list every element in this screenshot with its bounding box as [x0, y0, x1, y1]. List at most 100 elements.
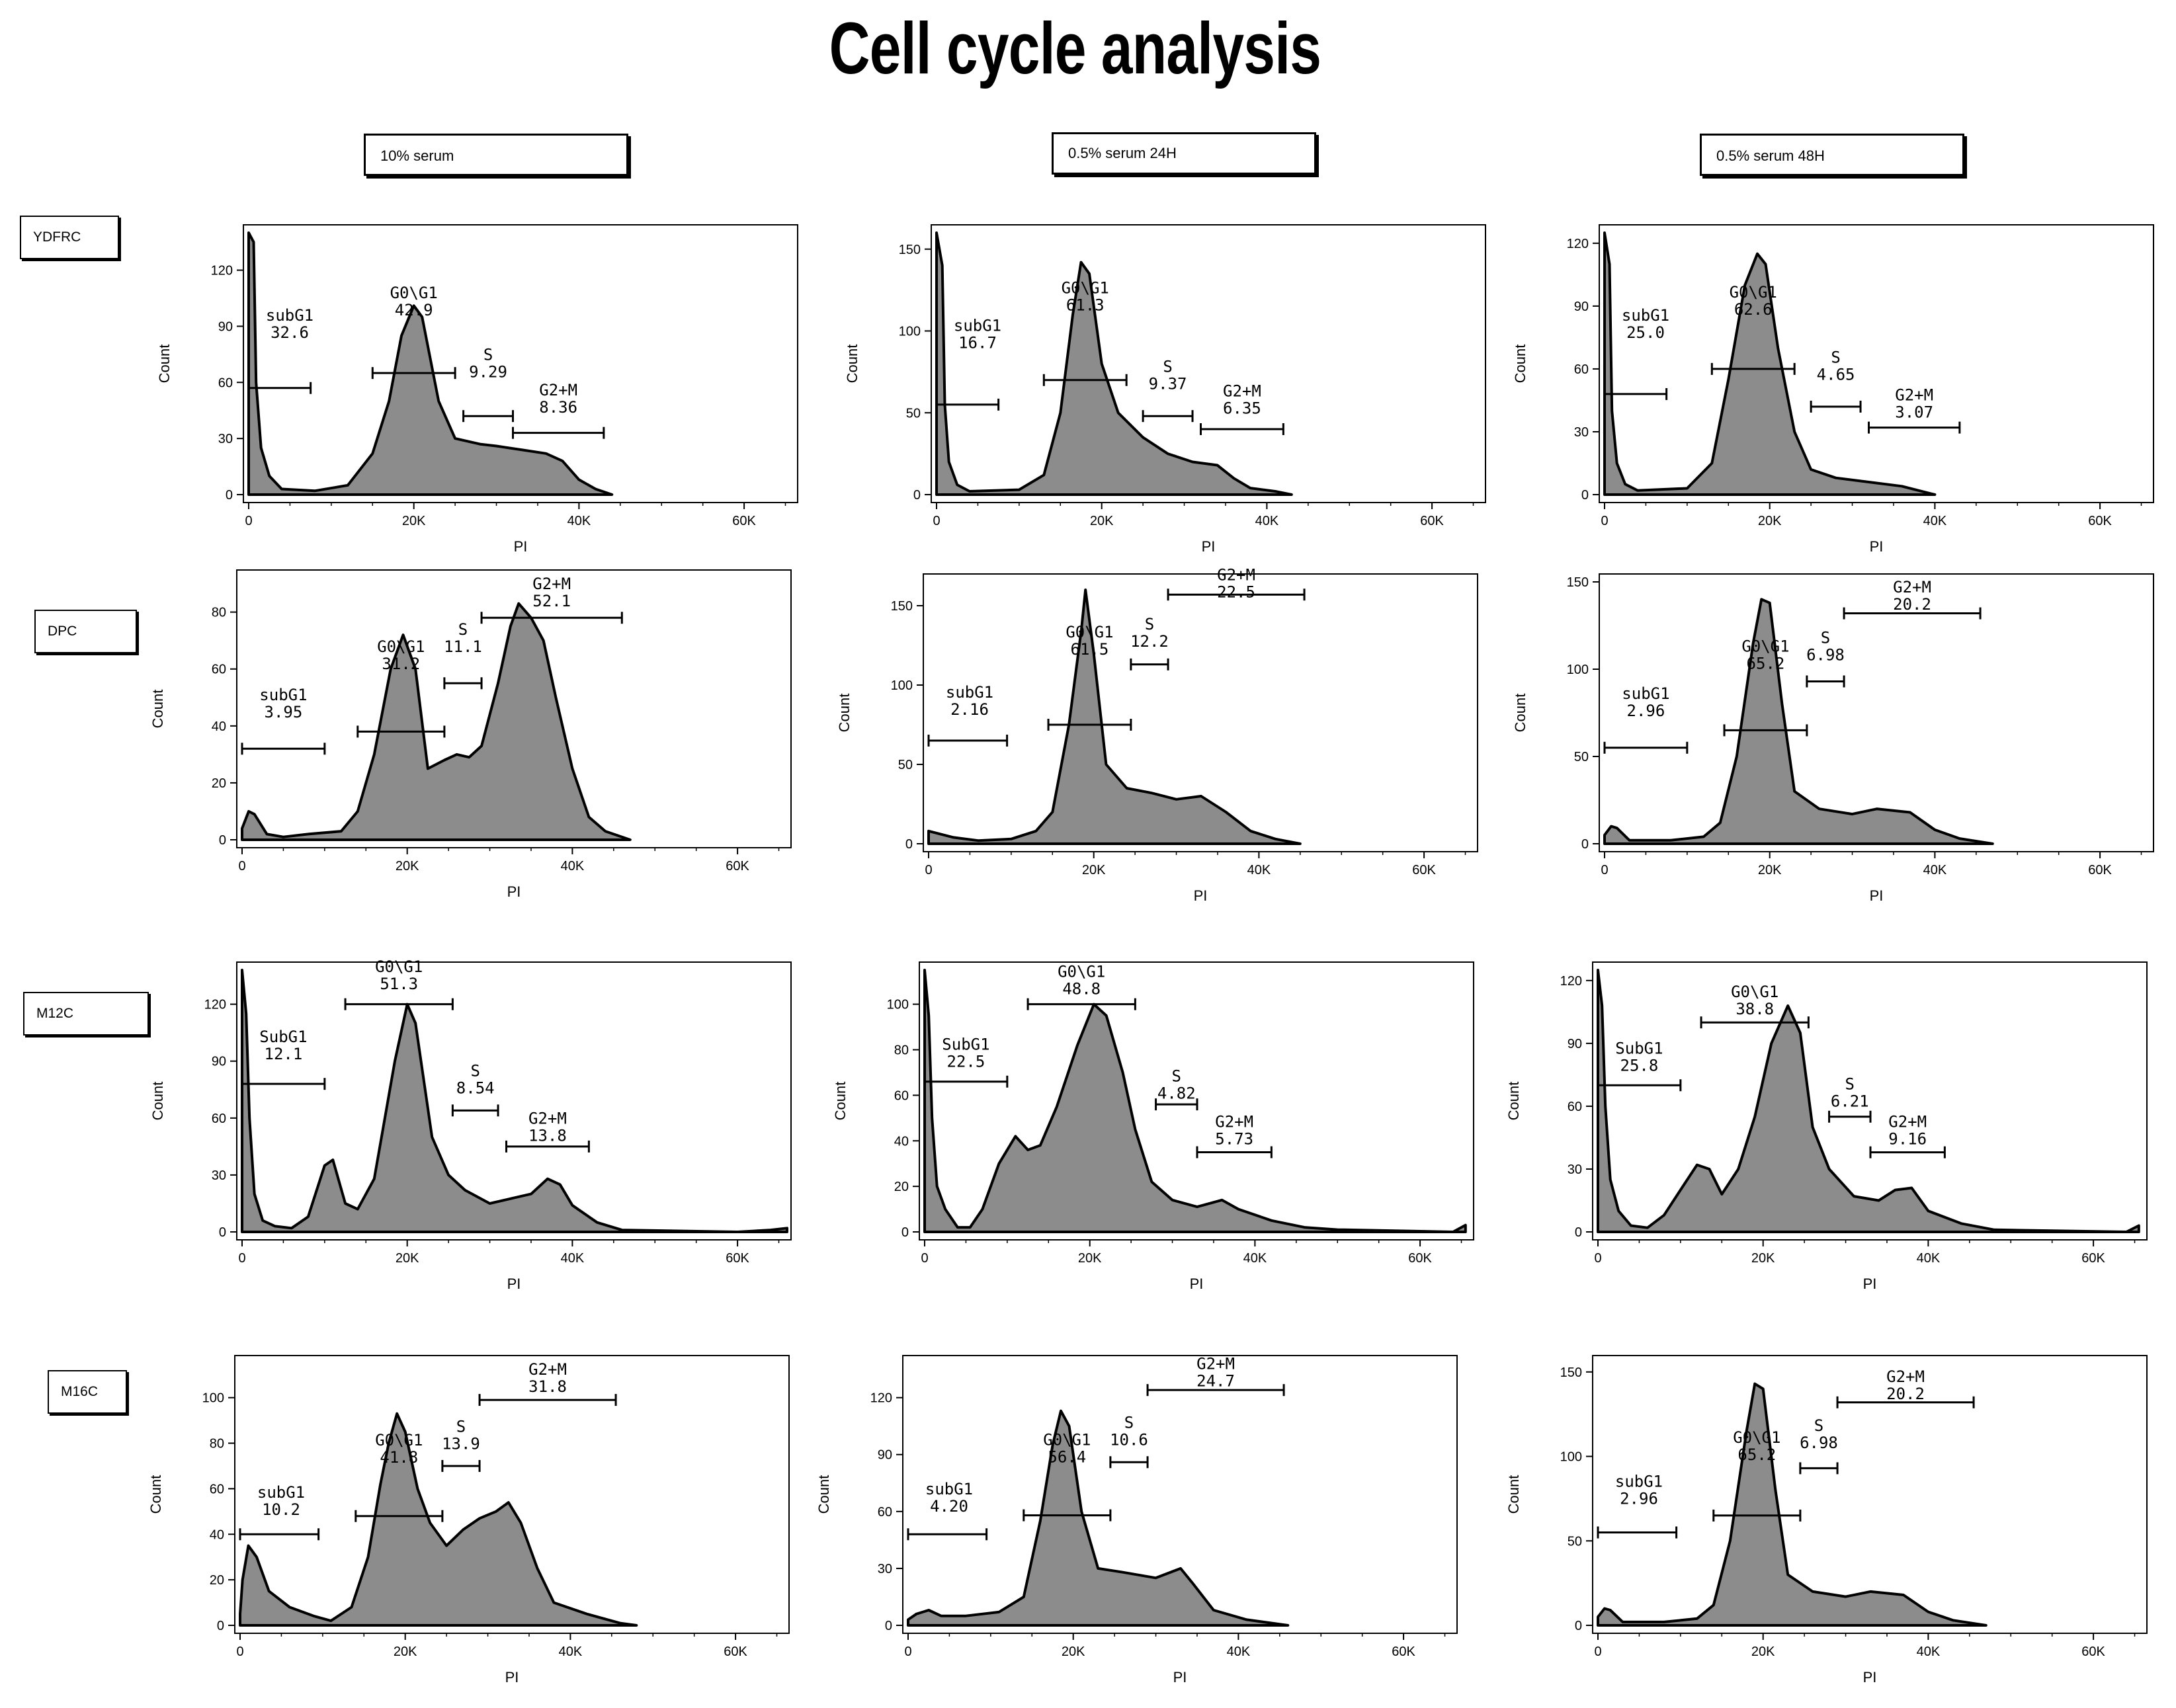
gate-name: S: [470, 1062, 480, 1080]
gate-percentage: 42.9: [395, 301, 433, 319]
y-tick-label: 40: [212, 719, 226, 734]
y-tick-label: 20: [210, 1573, 224, 1588]
y-tick-label: 80: [210, 1437, 224, 1451]
x-tick-label: 0: [238, 1251, 245, 1266]
x-tick-label: 20K: [1090, 514, 1114, 528]
gate-g2-m: G2+M6.35: [1200, 382, 1284, 435]
gate-name: SubG1: [942, 1036, 989, 1054]
y-tick-label: 0: [901, 1225, 909, 1240]
x-tick-label: 60K: [2088, 514, 2112, 528]
gate-s: S13.9: [441, 1417, 481, 1472]
gate-percentage: 61.5: [1071, 640, 1109, 659]
gate-name: SubG1: [1615, 1039, 1663, 1058]
gate-name: G0\G1: [377, 637, 425, 656]
gate-percentage: 8.36: [539, 398, 577, 417]
x-tick-label: 0: [921, 1251, 928, 1266]
x-tick-label: 0: [1594, 1251, 1601, 1266]
gate-percentage: 31.8: [528, 1377, 567, 1396]
gate-name: G0\G1: [375, 957, 423, 976]
x-tick-label: 60K: [1420, 514, 1444, 528]
x-tick-label: 40K: [1917, 1645, 1941, 1659]
gate-name: S: [458, 620, 468, 639]
y-tick-label: 0: [1575, 1619, 1582, 1633]
y-tick-label: 90: [218, 319, 233, 334]
gate-name: S: [1821, 628, 1830, 647]
y-tick-label: 100: [887, 998, 909, 1012]
y-tick-label: 150: [1567, 575, 1589, 590]
gate-percentage: 6.98: [1800, 1434, 1838, 1452]
gate-percentage: 9.37: [1149, 374, 1187, 393]
y-tick-label: 60: [212, 663, 226, 677]
gate-name: G2+M: [1223, 382, 1261, 401]
y-tick-label: 60: [894, 1088, 909, 1103]
y-tick-label: 50: [1568, 1534, 1582, 1549]
x-tick-label: 0: [925, 863, 932, 877]
gate-name: S: [1145, 615, 1154, 633]
gate-percentage: 8.54: [456, 1079, 495, 1098]
x-tick-label: 40K: [567, 514, 591, 528]
x-tick-label: 0: [1601, 863, 1608, 877]
gate-percentage: 6.35: [1223, 399, 1261, 418]
gate-g2-m: G2+M3.07: [1868, 386, 1961, 434]
y-tick-label: 20: [894, 1180, 909, 1194]
y-tick-label: 50: [1574, 750, 1589, 764]
gate-percentage: 48.8: [1062, 979, 1101, 998]
gate-name: G0\G1: [1730, 283, 1777, 302]
gate-g2-m: G2+M22.5: [1167, 566, 1306, 602]
x-tick-label: 40K: [1247, 863, 1271, 877]
y-axis-label: Count: [147, 1475, 164, 1514]
x-axis-label: PI: [514, 538, 528, 555]
y-tick-label: 120: [211, 264, 233, 278]
gate-percentage: 41.8: [380, 1448, 418, 1467]
gate-name: G2+M: [528, 1109, 567, 1127]
histogram-area: [1597, 1382, 1988, 1627]
gate-percentage: 65.2: [1737, 1445, 1776, 1464]
plot-frame: [1599, 573, 2154, 852]
gate-s: S4.65: [1810, 348, 1862, 413]
gate-name: G2+M: [1893, 578, 1931, 596]
y-tick-label: 90: [212, 1055, 226, 1069]
y-axis-label: Count: [149, 1082, 166, 1121]
gate-s: S9.37: [1142, 357, 1194, 423]
y-tick-label: 60: [210, 1482, 224, 1496]
x-tick-label: 40K: [1243, 1251, 1267, 1266]
gate-s: S4.82: [1155, 1067, 1198, 1111]
y-tick-label: 90: [1574, 300, 1589, 314]
x-tick-label: 40K: [1255, 514, 1279, 528]
gate-name: subG1: [925, 1480, 973, 1498]
y-tick-label: 90: [878, 1448, 892, 1463]
gate-name: subG1: [257, 1483, 305, 1502]
row-label-ydfrc: YDFRC: [20, 216, 119, 259]
x-tick-label: 20K: [1758, 863, 1782, 877]
y-tick-label: 0: [217, 1619, 224, 1633]
x-tick-label: 60K: [2081, 1645, 2105, 1659]
y-tick-label: 30: [218, 432, 233, 446]
gate-percentage: 10.2: [262, 1500, 300, 1519]
y-tick-label: 30: [1568, 1162, 1582, 1177]
gate-percentage: 3.07: [1895, 403, 1933, 421]
y-tick-label: 30: [1574, 425, 1589, 440]
y-tick-label: 60: [878, 1505, 892, 1520]
y-tick-label: 0: [1581, 488, 1589, 503]
y-axis-label: Count: [844, 345, 860, 384]
y-tick-label: 100: [899, 325, 921, 339]
y-tick-label: 60: [1574, 362, 1589, 377]
y-tick-label: 0: [1581, 837, 1589, 852]
y-tick-label: 0: [905, 837, 913, 852]
histogram-area: [935, 231, 1293, 496]
gate-name: G2+M: [1895, 386, 1933, 404]
